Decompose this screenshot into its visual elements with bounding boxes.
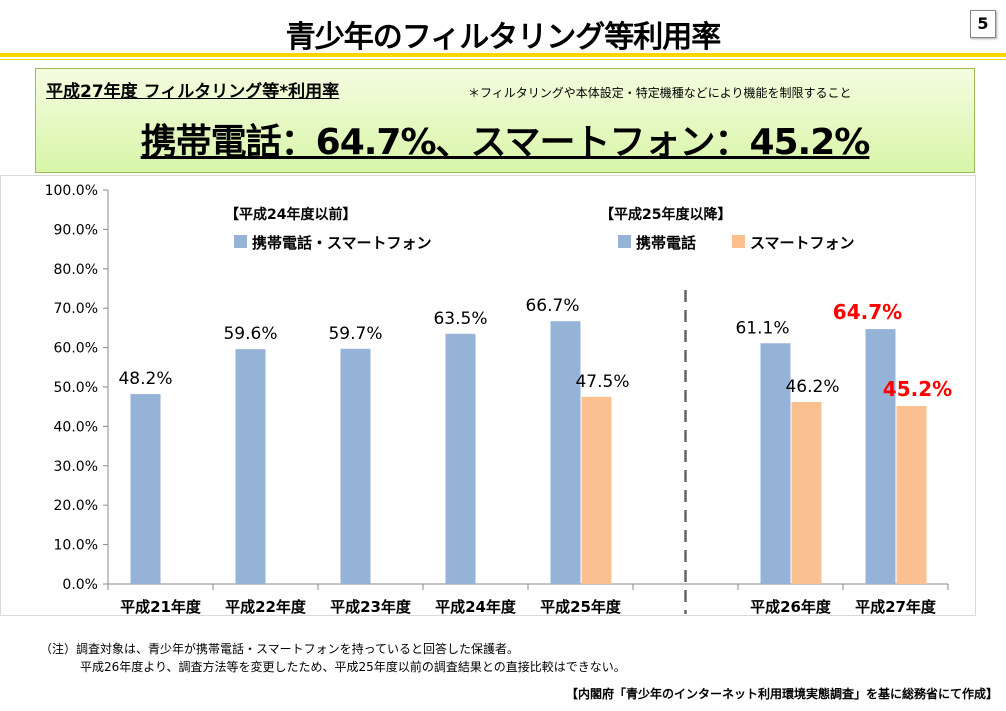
y-tick-label: 50.0%: [54, 380, 98, 396]
y-tick-label: 90.0%: [54, 222, 98, 238]
page-title: 青少年のフィルタリング等利用率: [285, 20, 721, 55]
title-rule-thin: [0, 59, 1006, 60]
bar-feature-phone: [235, 349, 266, 584]
y-tick-label: 60.0%: [54, 341, 98, 357]
note-line-2: 平成26年度より、調査方法等を変更したため、平成25年度以前の調査結果との直接比…: [80, 660, 626, 674]
page-number: 5: [970, 10, 996, 38]
bar-feature-phone: [550, 321, 581, 584]
legend-label: 携帯電話: [636, 234, 696, 252]
x-tick-label: 平成22年度: [225, 598, 307, 616]
data-label: 59.6%: [223, 324, 277, 344]
summary-footnote: ＊フィルタリングや本体設定・特定機種などにより機能を制限すること: [468, 86, 852, 100]
y-tick-label: 10.0%: [54, 538, 98, 554]
y-tick-label: 30.0%: [54, 459, 98, 475]
bar-smartphone: [896, 405, 927, 584]
bar-smartphone: [581, 396, 612, 584]
data-label: 63.5%: [433, 309, 487, 329]
bar-feature-phone: [445, 333, 476, 584]
bar-smartphone: [791, 401, 822, 584]
x-tick-label: 平成25年度: [540, 598, 622, 616]
data-label: 47.5%: [575, 372, 629, 392]
x-tick-label: 平成27年度: [855, 598, 937, 616]
source-credit: 【内閣府「青少年のインターネット利用環境実態調査」を基に総務省にて作成】: [565, 687, 998, 701]
bar-chart: 0.0% 10.0% 20.0% 30.0% 40.0% 50.0% 60.0% 70.0% 8…: [0, 175, 976, 616]
y-tick-label: 20.0%: [54, 498, 98, 514]
note-line-1: （注）調査対象は、青少年が携帯電話・スマートフォンを持っていると回答した保護者。: [40, 642, 520, 656]
x-tick-label: 平成24年度: [435, 598, 517, 616]
summary-box: 平成27年度 フィルタリング等*利用率 ＊フィルタリングや本体設定・特定機種など…: [35, 68, 975, 173]
summary-heading: 平成27年度 フィルタリング等*利用率: [46, 82, 340, 102]
legend-label: 携帯電話・スマートフォン: [252, 234, 432, 252]
data-label: 66.7%: [525, 296, 579, 316]
y-tick-label: 100.0%: [45, 183, 98, 199]
x-tick-label: 平成21年度: [120, 598, 202, 616]
title-rule: [0, 53, 1006, 57]
notes: （注）調査対象は、青少年が携帯電話・スマートフォンを持っていると回答した保護者。…: [40, 640, 626, 676]
data-label: 64.7%: [833, 300, 902, 324]
x-tick-label: 平成26年度: [750, 598, 832, 616]
bar-feature-phone: [340, 348, 371, 584]
data-label: 46.2%: [785, 377, 839, 397]
legend-swatch: [732, 235, 745, 248]
bar-feature-phone: [865, 329, 896, 584]
y-tick-label: 70.0%: [54, 301, 98, 317]
x-tick-label: 平成23年度: [330, 598, 412, 616]
data-label: 61.1%: [735, 318, 789, 338]
y-tick-label: 40.0%: [54, 419, 98, 435]
legend-title-before: 【平成24年度以前】: [225, 206, 356, 223]
data-label: 48.2%: [118, 369, 172, 389]
bar-feature-phone: [760, 343, 791, 584]
chart-frame: [0, 175, 976, 616]
data-label: 45.2%: [883, 377, 952, 401]
y-tick-label: 80.0%: [54, 262, 98, 278]
bar-feature-phone: [130, 394, 161, 584]
legend-label: スマートフォン: [750, 234, 855, 252]
legend-swatch: [618, 235, 631, 248]
legend-swatch: [234, 235, 247, 248]
summary-headline: 携帯電話：64.7%、スマートフォン：45.2%: [140, 122, 871, 163]
y-tick-label: 0.0%: [62, 577, 98, 593]
legend-title-after: 【平成25年度以降】: [600, 206, 731, 223]
data-label: 59.7%: [328, 324, 382, 344]
